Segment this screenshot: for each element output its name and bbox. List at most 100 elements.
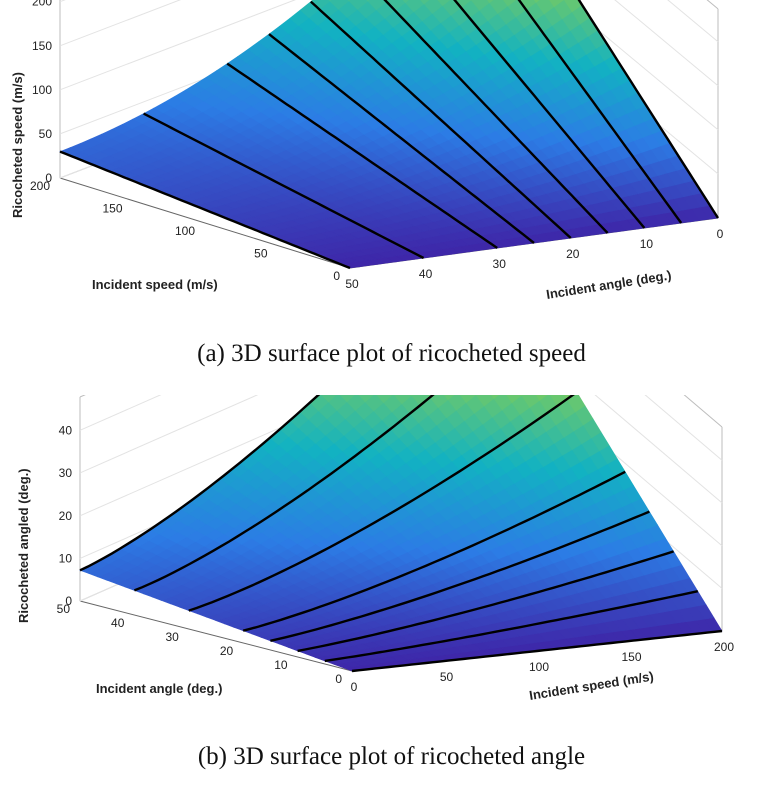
b-z-tick-label: 40 — [59, 423, 73, 437]
b-surface-patch — [328, 395, 348, 411]
a-gridline — [59, 0, 719, 131]
b-z-tick-label: 0 — [65, 594, 72, 608]
a-x-tick-label: 50 — [254, 247, 268, 261]
a-surface-patch — [423, 0, 444, 14]
b-x-tick-label: 40 — [111, 616, 125, 630]
b-z-tick-label: 30 — [59, 466, 73, 480]
b-surface-patch — [506, 395, 523, 404]
b-contour-line — [270, 510, 650, 642]
a-contour-line — [309, 0, 572, 239]
b-gridline — [79, 395, 723, 547]
a-gridline — [59, 0, 719, 87]
a-z-tick-label: 100 — [32, 83, 52, 97]
a-surface-patch — [487, 0, 494, 4]
a-surface-patch — [549, 0, 564, 8]
b-y-tick-label: 0 — [351, 680, 358, 694]
b-contour-line — [188, 395, 575, 612]
a-contour-line — [268, 33, 535, 244]
a-surface-patch — [402, 0, 410, 4]
a-x-tick-label: 100 — [175, 224, 195, 238]
a-y-tick-label: 10 — [640, 237, 654, 251]
b-surface-patch — [443, 395, 455, 401]
a-contour-line — [453, 0, 646, 229]
a-surface-patch — [420, 0, 430, 5]
a-y-tick-label: 40 — [419, 267, 433, 281]
b-z-tick-label: 10 — [59, 551, 73, 565]
b-surface-patch — [358, 395, 374, 403]
a-z-axis-label: Ricocheted speed (m/s) — [10, 72, 25, 218]
a-surface-patch — [502, 0, 517, 7]
a-contour-line — [577, 0, 720, 219]
b-x-axis-label: Incident angle (deg.) — [96, 681, 222, 696]
a-x-tick-label: 200 — [30, 179, 50, 193]
a-surface-patch — [553, 0, 573, 20]
b-x-tick-label: 20 — [220, 644, 234, 658]
caption-b: (b) 3D surface plot of ricocheted angle — [197, 743, 586, 770]
b-contour-line — [324, 590, 699, 663]
a-contour-line — [517, 0, 683, 224]
b-z-tick-label: 20 — [59, 509, 73, 523]
a-z-tick-label: 0 — [45, 171, 52, 185]
b-surface-patch — [393, 395, 413, 405]
b-y-tick-label: 200 — [714, 640, 734, 654]
b-contour-line — [351, 629, 723, 673]
b-x-tick-label: 10 — [274, 658, 288, 672]
a-contour-line — [383, 0, 609, 234]
b-surface-patch — [410, 395, 413, 397]
a-surface-patch — [489, 0, 509, 14]
a-surface-patch — [347, 0, 351, 2]
a-contour-line — [59, 150, 351, 270]
b-x-tick-label: 50 — [57, 602, 71, 616]
b-contour-line — [79, 395, 321, 572]
a-z-tick-label: 150 — [32, 39, 52, 53]
a-surface-patch — [563, 0, 583, 13]
a-x-tick-label: 150 — [102, 202, 122, 216]
figure-a: 0 50 100 150 200 200 150 100 50 0 50 40 30 20 10 0 Rico… — [10, 0, 724, 367]
b-y-tick-label: 50 — [440, 670, 454, 684]
a-surface-patch — [366, 0, 370, 2]
a-surface-patch — [535, 0, 555, 15]
b-contour-line — [242, 470, 626, 632]
a-y-tick-label: 30 — [493, 257, 507, 271]
a-surface-patch — [367, 0, 388, 11]
a-surface-patch — [470, 0, 490, 11]
b-surface-patch — [490, 395, 499, 399]
b-surface-patch — [429, 395, 449, 408]
a-surface-patch — [533, 0, 540, 3]
a-x-tick-label: 0 — [333, 269, 340, 283]
a-contour-line — [143, 112, 425, 260]
b-surface-patch — [339, 395, 355, 403]
b-x-tick-label: 0 — [335, 672, 342, 686]
a-surface-patch — [348, 0, 369, 10]
b-surface-patch — [459, 395, 477, 404]
b-surface-patch — [521, 395, 541, 408]
a-surface-patch — [328, 0, 332, 2]
b-y-tick-label: 150 — [621, 650, 641, 664]
b-surface-patch — [346, 395, 366, 411]
caption-a: (a) 3D surface plot of ricocheted speed — [197, 340, 586, 367]
a-contour-line — [226, 62, 498, 249]
b-gridline — [79, 395, 723, 504]
b-z-axis-label: Ricocheted angled (deg.) — [16, 468, 31, 623]
b-y-tick-label: 100 — [529, 660, 549, 674]
a-x-axis-label: Incident speed (m/s) — [92, 277, 218, 292]
a-surface-patch — [404, 0, 425, 13]
b-surface-patch — [376, 395, 394, 404]
b-surface-patch — [383, 395, 403, 413]
a-y-tick-label: 0 — [717, 227, 724, 241]
b-surface-patch — [465, 395, 485, 414]
b-surface-patch — [364, 395, 385, 412]
a-z-tick-label: 50 — [39, 127, 53, 141]
b-x-tick-label: 30 — [165, 630, 179, 644]
b-surface-patch — [566, 395, 586, 413]
b-surface-patch — [475, 395, 495, 407]
b-contour-line — [297, 550, 674, 653]
a-surface-patch — [437, 0, 451, 7]
b-surface-patch — [535, 395, 548, 401]
a-y-axis-label: Incident angle (deg.) — [545, 267, 672, 302]
a-y-tick-label: 20 — [566, 247, 580, 261]
b-contour-line — [133, 395, 435, 592]
a-y-tick-label: 50 — [345, 277, 359, 291]
